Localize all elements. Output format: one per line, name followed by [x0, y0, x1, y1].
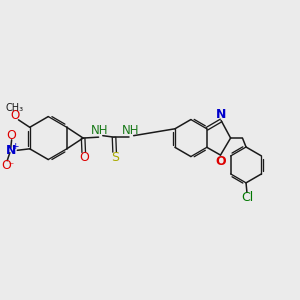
Text: NH: NH	[91, 124, 109, 137]
Text: O: O	[216, 154, 226, 167]
Text: NH: NH	[122, 124, 140, 137]
Text: S: S	[111, 151, 119, 164]
Text: +: +	[11, 142, 19, 151]
Text: O: O	[79, 151, 89, 164]
Text: N: N	[5, 144, 16, 157]
Text: ⁻: ⁻	[9, 161, 14, 171]
Text: O: O	[2, 159, 11, 172]
Text: CH₃: CH₃	[5, 103, 24, 113]
Text: N: N	[216, 108, 226, 121]
Text: O: O	[10, 109, 19, 122]
Text: O: O	[7, 129, 16, 142]
Text: Cl: Cl	[241, 191, 253, 204]
